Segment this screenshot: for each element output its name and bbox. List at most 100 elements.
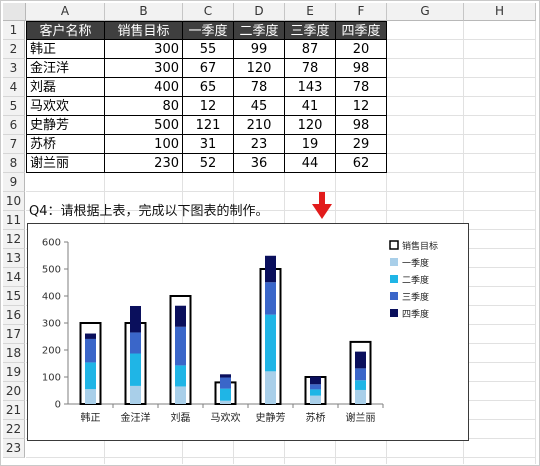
column-header-f[interactable]: F [336, 3, 387, 21]
table-header-cell[interactable]: 客户名称 [26, 21, 105, 40]
value-cell[interactable]: 45 [234, 97, 285, 116]
quarter-bar-segment [130, 385, 141, 404]
quarter-bar-segment [175, 365, 186, 387]
row-header-19[interactable]: 19 [3, 363, 25, 382]
value-cell[interactable]: 100 [105, 135, 183, 154]
value-cell[interactable]: 55 [183, 40, 234, 59]
row-header-1[interactable]: 1 [3, 21, 25, 40]
value-cell[interactable]: 78 [234, 78, 285, 97]
value-cell[interactable]: 65 [183, 78, 234, 97]
value-cell[interactable]: 230 [105, 154, 183, 173]
customer-name-cell[interactable]: 马欢欢 [26, 97, 105, 116]
row-gridline [26, 457, 536, 458]
column-header-d[interactable]: D [234, 3, 285, 21]
row-header-12[interactable]: 12 [3, 230, 25, 249]
row-header-16[interactable]: 16 [3, 306, 25, 325]
value-cell[interactable]: 52 [183, 154, 234, 173]
value-cell[interactable]: 400 [105, 78, 183, 97]
row-header-11[interactable]: 11 [3, 211, 25, 230]
value-cell[interactable]: 99 [234, 40, 285, 59]
table-header-cell[interactable]: 四季度 [336, 21, 387, 40]
row-header-21[interactable]: 21 [3, 401, 25, 420]
table-header-cell[interactable]: 二季度 [234, 21, 285, 40]
value-cell[interactable]: 36 [234, 154, 285, 173]
value-cell[interactable]: 143 [285, 78, 336, 97]
value-cell[interactable]: 87 [285, 40, 336, 59]
y-tick-label: 400 [42, 292, 61, 303]
customer-name-cell[interactable]: 刘磊 [26, 78, 105, 97]
value-cell[interactable]: 500 [105, 116, 183, 135]
value-cell[interactable]: 23 [234, 135, 285, 154]
value-cell[interactable]: 98 [336, 116, 387, 135]
quarter-bar-segment [265, 255, 276, 283]
value-cell[interactable]: 80 [105, 97, 183, 116]
column-header-h[interactable]: H [464, 3, 536, 21]
row-header-8[interactable]: 8 [3, 154, 25, 173]
value-cell[interactable]: 12 [183, 97, 234, 116]
column-header-a[interactable]: A [26, 3, 105, 21]
value-cell[interactable]: 98 [336, 59, 387, 78]
value-cell[interactable]: 120 [234, 59, 285, 78]
row-header-2[interactable]: 2 [3, 40, 25, 59]
value-cell[interactable]: 12 [336, 97, 387, 116]
row-header-17[interactable]: 17 [3, 325, 25, 344]
value-cell[interactable]: 300 [105, 40, 183, 59]
x-tick-label: 谢兰丽 [346, 411, 376, 424]
customer-name-cell[interactable]: 史静芳 [26, 116, 105, 135]
quarter-bar-segment [355, 380, 366, 390]
x-tick-label: 苏桥 [306, 411, 326, 424]
value-cell[interactable]: 78 [285, 59, 336, 78]
value-cell[interactable]: 29 [336, 135, 387, 154]
row-header-3[interactable]: 3 [3, 59, 25, 78]
row-header-6[interactable]: 6 [3, 116, 25, 135]
value-cell[interactable]: 19 [285, 135, 336, 154]
table-header-cell[interactable]: 一季度 [183, 21, 234, 40]
value-cell[interactable]: 300 [105, 59, 183, 78]
column-header-g[interactable]: G [387, 3, 464, 21]
row-header-10[interactable]: 10 [3, 192, 25, 211]
value-cell[interactable]: 78 [336, 78, 387, 97]
customer-name-cell[interactable]: 韩正 [26, 40, 105, 59]
legend-label: 一季度 [402, 257, 429, 269]
row-header-13[interactable]: 13 [3, 249, 25, 268]
row-header-9[interactable]: 9 [3, 173, 25, 192]
row-header-4[interactable]: 4 [3, 78, 25, 97]
quarter-bar-segment [310, 389, 321, 396]
y-tick-label: 0 [55, 400, 61, 411]
customer-name-cell[interactable]: 谢兰丽 [26, 154, 105, 173]
customer-name-cell[interactable]: 金汪洋 [26, 59, 105, 78]
value-cell[interactable]: 121 [183, 116, 234, 135]
table-header-cell[interactable]: 三季度 [285, 21, 336, 40]
row-header-14[interactable]: 14 [3, 268, 25, 287]
legend-label: 销售目标 [402, 240, 438, 252]
row-header-23[interactable]: 23 [3, 439, 25, 458]
value-cell[interactable]: 44 [285, 154, 336, 173]
value-cell[interactable]: 210 [234, 116, 285, 135]
select-all-corner[interactable] [3, 3, 26, 21]
value-cell[interactable]: 41 [285, 97, 336, 116]
chart-container[interactable]: 0 100 200 300 400 500 600 韩正 金汪洋 刘磊 马欢欢 史静芳 苏桥 谢兰丽 销售目… [27, 223, 469, 441]
legend-swatch-target [389, 240, 399, 250]
row-header-5[interactable]: 5 [3, 97, 25, 116]
quarter-bar-segment [175, 305, 186, 327]
row-header-18[interactable]: 18 [3, 344, 25, 363]
value-cell[interactable]: 31 [183, 135, 234, 154]
value-cell[interactable]: 20 [336, 40, 387, 59]
row-header-7[interactable]: 7 [3, 135, 25, 154]
table-header-cell[interactable]: 销售目标 [105, 21, 183, 40]
customer-name-cell[interactable]: 苏桥 [26, 135, 105, 154]
row-header-15[interactable]: 15 [3, 287, 25, 306]
value-cell[interactable]: 62 [336, 154, 387, 173]
value-cell[interactable]: 67 [183, 59, 234, 78]
column-header-c[interactable]: C [183, 3, 234, 21]
row-header-22[interactable]: 22 [3, 420, 25, 439]
quarter-bar-segment [355, 351, 366, 369]
column-header-b[interactable]: B [105, 3, 183, 21]
row-header-20[interactable]: 20 [3, 382, 25, 401]
legend-label: 三季度 [402, 291, 429, 303]
quarter-bar-segment [355, 389, 366, 404]
value-cell[interactable]: 120 [285, 116, 336, 135]
y-tick-label: 300 [42, 319, 61, 330]
quarter-bar-segment [220, 388, 231, 401]
column-header-e[interactable]: E [285, 3, 336, 21]
